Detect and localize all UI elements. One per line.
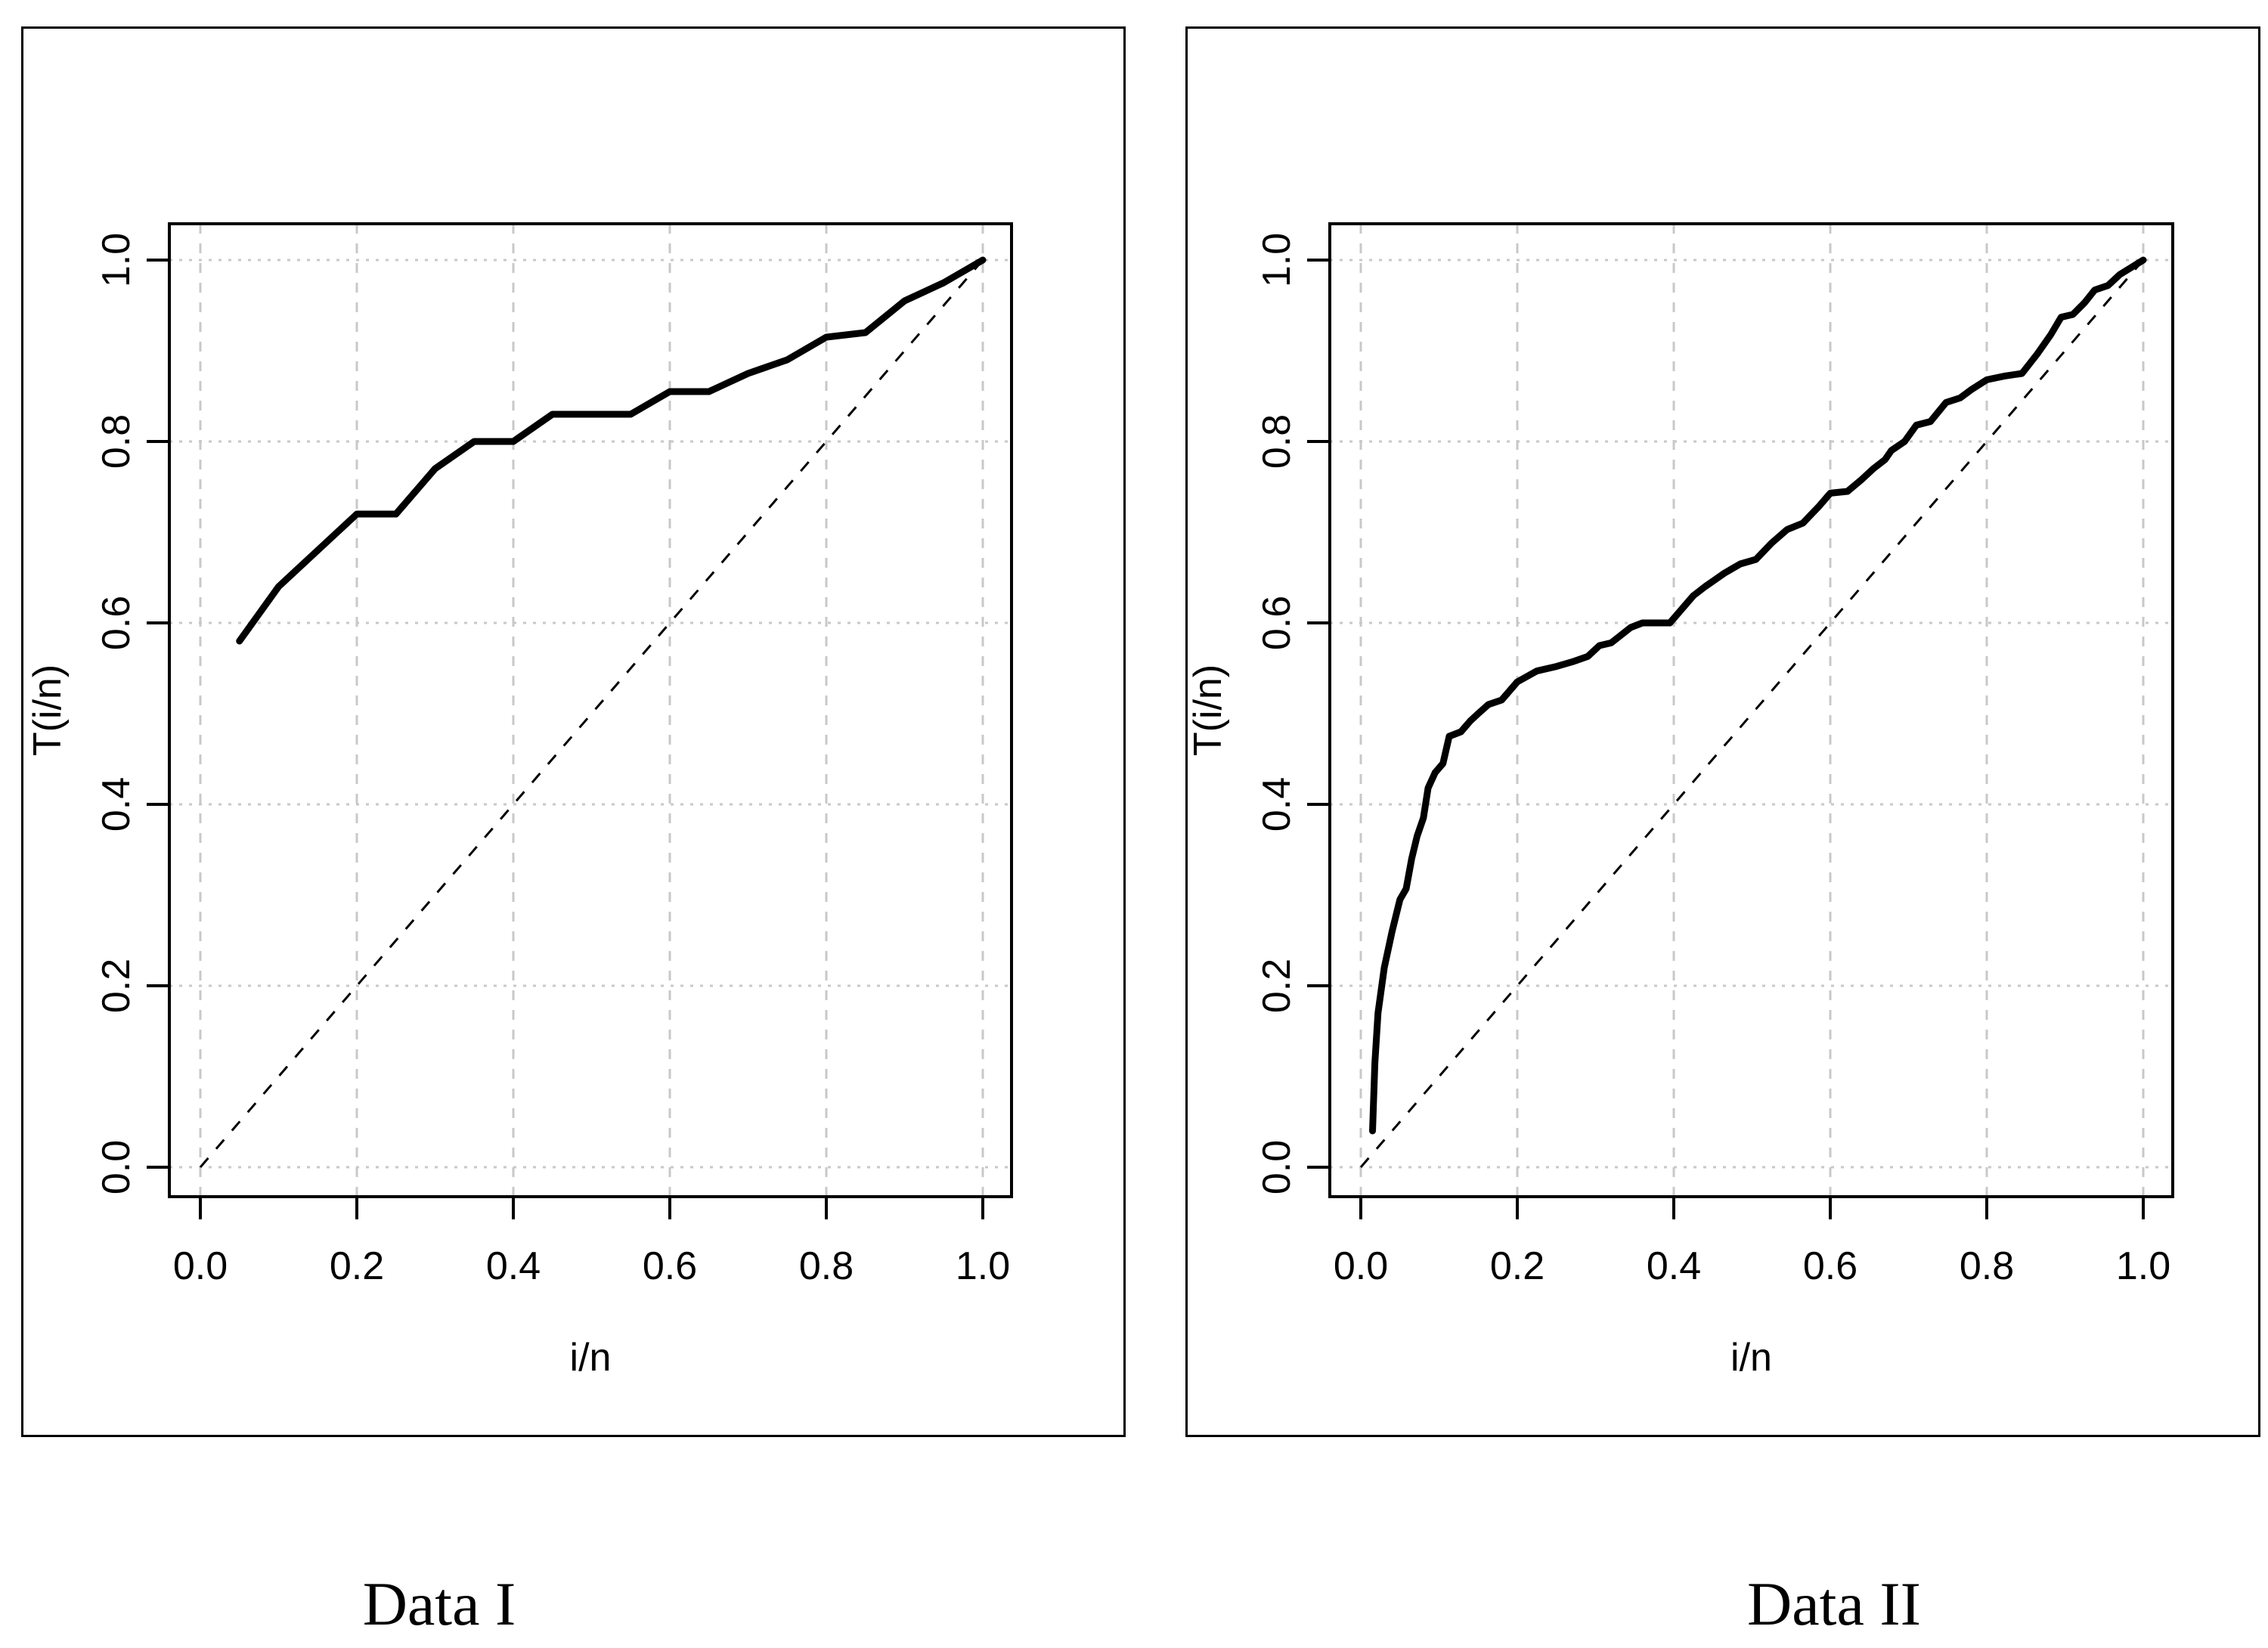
x-axis-title: i/n (1730, 1336, 1772, 1380)
panel-box-data-2 (1185, 26, 2260, 1437)
y-tick-label: 0.8 (94, 414, 138, 469)
x-tick-label: 0.2 (330, 1244, 384, 1288)
y-tick-label: 1.0 (94, 233, 138, 287)
reference-diagonal-line (199, 259, 984, 1168)
x-tick-label: 0.2 (1490, 1244, 1545, 1288)
y-tick-label: 0.8 (1255, 414, 1299, 469)
plot-panel-1: 0.0 0.0 0.2 0.2 0.4 0.4 0.6 0.6 0.8 0.8 1.0 1.0 i/n T… (26, 222, 1013, 1380)
y-tick-label: 0.0 (94, 1140, 138, 1194)
caption-data-1: Data I (362, 1569, 516, 1638)
y-tick-label: 0.4 (1255, 777, 1299, 832)
x-tick-label: 0.4 (486, 1244, 541, 1288)
x-tick-label: 0.0 (173, 1244, 228, 1288)
x-axis-title: i/n (570, 1336, 612, 1380)
y-axis-title: T(i/n) (1186, 664, 1230, 756)
panel-box-data-1 (21, 26, 1126, 1437)
x-tick-label: 0.4 (1647, 1244, 1701, 1288)
y-tick-label: 0.6 (1255, 596, 1299, 650)
y-tick-label: 0.6 (94, 596, 138, 650)
x-tick-label: 0.8 (1960, 1244, 2014, 1288)
y-tick-label: 0.4 (94, 777, 138, 832)
y-axis-title: T(i/n) (26, 664, 70, 756)
x-tick-label: 1.0 (2116, 1244, 2170, 1288)
y-tick-label: 0.0 (1255, 1140, 1299, 1194)
x-tick-label: 0.6 (643, 1244, 697, 1288)
plot-box (168, 222, 1013, 1198)
x-tick-label: 0.0 (1334, 1244, 1388, 1288)
reference-diagonal-line (1359, 259, 2145, 1168)
x-tick-label: 1.0 (956, 1244, 1010, 1288)
x-tick-label: 0.8 (799, 1244, 854, 1288)
ttt-curve (1369, 256, 2147, 1135)
y-tick-label: 0.2 (1255, 959, 1299, 1013)
y-tick-label: 0.2 (94, 959, 138, 1013)
caption-data-2: Data II (1747, 1569, 1921, 1638)
y-tick-label: 1.0 (1255, 233, 1299, 287)
plot-box (1328, 222, 2174, 1198)
plot-panel-2: 0.0 0.0 0.2 0.2 0.4 0.4 0.6 0.6 0.8 0.8 1.0 1.0 i/n T… (1186, 222, 2174, 1380)
ttt-curve (236, 256, 987, 645)
x-tick-label: 0.6 (1803, 1244, 1857, 1288)
